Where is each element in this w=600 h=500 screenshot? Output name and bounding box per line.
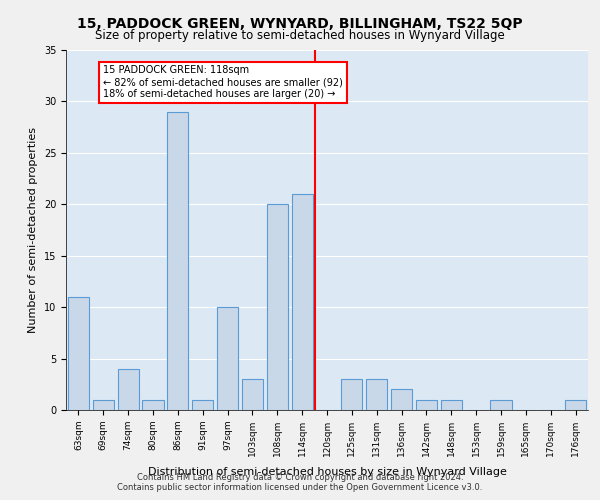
Bar [142, 400, 164, 410]
Bar [416, 400, 437, 410]
Text: 15 PADDOCK GREEN: 118sqm
← 82% of semi-detached houses are smaller (92)
18% of s: 15 PADDOCK GREEN: 118sqm ← 82% of semi-d… [103, 66, 343, 98]
Bar [391, 390, 412, 410]
Bar [341, 379, 362, 410]
X-axis label: Distribution of semi-detached houses by size in Wynyard Village: Distribution of semi-detached houses by … [148, 467, 506, 477]
Bar [267, 204, 288, 410]
Text: 15, PADDOCK GREEN, WYNYARD, BILLINGHAM, TS22 5QP: 15, PADDOCK GREEN, WYNYARD, BILLINGHAM, … [77, 18, 523, 32]
Bar [68, 297, 89, 410]
Bar [167, 112, 188, 410]
Y-axis label: Number of semi-detached properties: Number of semi-detached properties [28, 127, 38, 333]
Bar [366, 379, 387, 410]
Text: Size of property relative to semi-detached houses in Wynyard Village: Size of property relative to semi-detach… [95, 29, 505, 42]
Bar [93, 400, 114, 410]
Bar [292, 194, 313, 410]
Bar [565, 400, 586, 410]
Text: Contains HM Land Registry data © Crown copyright and database right 2024.
Contai: Contains HM Land Registry data © Crown c… [118, 473, 482, 492]
Bar [192, 400, 213, 410]
Bar [217, 307, 238, 410]
Bar [118, 369, 139, 410]
Bar [441, 400, 462, 410]
Bar [242, 379, 263, 410]
Bar [490, 400, 512, 410]
